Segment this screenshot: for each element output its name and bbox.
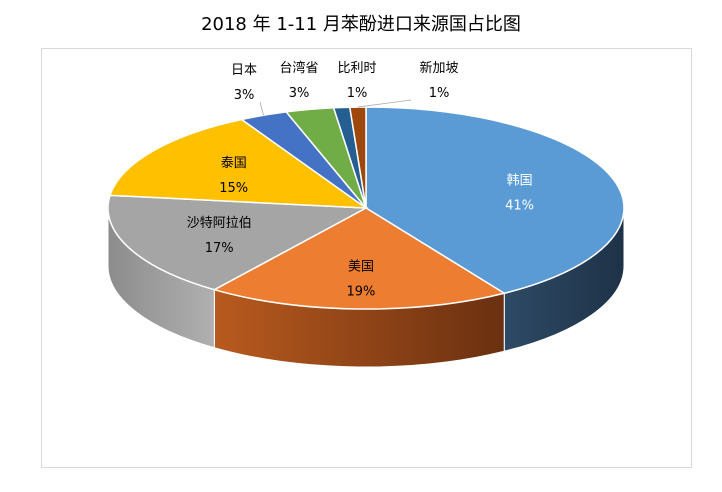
slice-2-percent-label: 17% [205, 241, 234, 256]
slice-3-top [109, 118, 369, 209]
slice-7-top [348, 106, 367, 209]
slice-5-percent-label: 3% [289, 86, 310, 101]
slice-0-percent-label: 41% [505, 199, 534, 214]
slice-4-category-label: 日本 [231, 63, 257, 78]
slice-3-percent-label: 15% [219, 181, 248, 196]
plot-area-border [41, 48, 692, 468]
slice-1-top [212, 207, 507, 310]
slice-2-top [107, 194, 369, 291]
slice-0-category-label: 韩国 [507, 174, 533, 189]
slice-1-category-label: 美国 [348, 260, 374, 275]
chart-title: 2018 年 1-11 月苯酚进口来源国占比图 [201, 14, 521, 35]
slice-7-leader-line [357, 99, 412, 108]
slice-4-percent-label: 3% [234, 88, 255, 103]
slice-4-leader-line [259, 101, 264, 116]
slice-7-category-label: 新加坡 [419, 60, 458, 76]
slice-5-category-label: 台湾省 [279, 60, 318, 76]
slice-6-percent-label: 1% [347, 86, 368, 101]
slice-7-percent-label: 1% [429, 86, 450, 101]
slice-0-top [365, 106, 625, 295]
slice-3-category-label: 泰国 [221, 156, 247, 171]
slice-2-category-label: 沙特阿拉伯 [187, 216, 252, 231]
slice-6-category-label: 比利时 [337, 61, 376, 76]
slice-1-percent-label: 19% [347, 285, 376, 300]
